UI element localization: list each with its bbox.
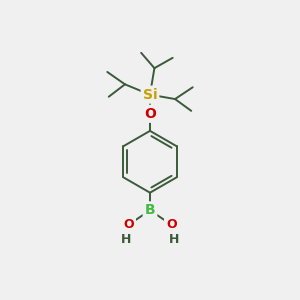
Text: H: H bbox=[169, 233, 179, 246]
Text: B: B bbox=[145, 203, 155, 218]
Text: Si: Si bbox=[143, 88, 157, 102]
Text: O: O bbox=[166, 218, 176, 231]
Text: O: O bbox=[144, 107, 156, 121]
Text: H: H bbox=[121, 233, 131, 246]
Text: O: O bbox=[124, 218, 134, 231]
